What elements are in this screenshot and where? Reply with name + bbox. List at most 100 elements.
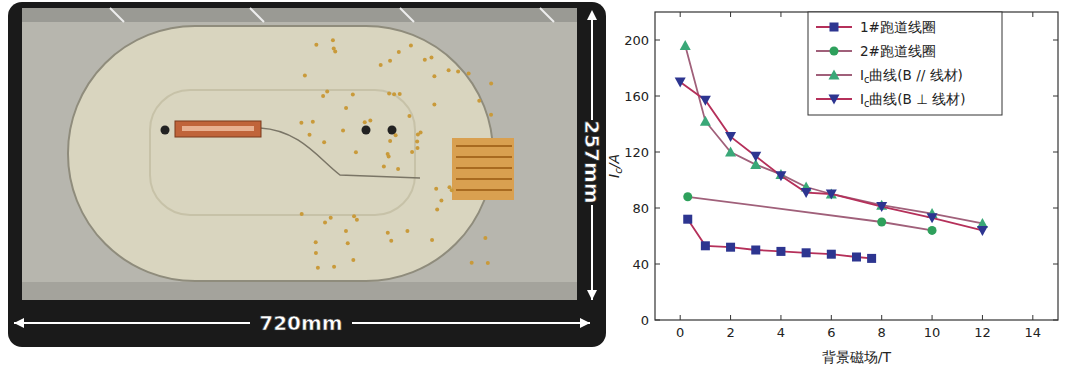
photo-plate [22, 8, 577, 300]
data-point [675, 78, 686, 88]
glue-dot [389, 239, 393, 243]
glue-dot [303, 74, 307, 78]
glue-dot [321, 94, 325, 98]
glue-dot [435, 208, 439, 212]
x-tick-label: 0 [676, 325, 684, 340]
data-point [877, 218, 886, 227]
y-tick [1053, 264, 1058, 265]
glue-dot [299, 121, 303, 125]
glue-dot [392, 92, 396, 96]
glue-dot [419, 130, 423, 134]
x-tick [881, 315, 882, 320]
x-tick [831, 315, 832, 320]
legend-label: Ic曲线(B // 线材) [860, 67, 963, 85]
glue-dot [405, 229, 409, 233]
glue-dot [429, 56, 433, 60]
bolt [250, 8, 264, 22]
x-tick [680, 12, 681, 17]
hole [388, 126, 397, 135]
glue-dot [470, 261, 474, 265]
glue-dot [447, 68, 451, 72]
bolt [400, 8, 414, 22]
glue-dot [382, 165, 386, 169]
data-point [726, 243, 735, 252]
connector-line [456, 178, 512, 180]
x-tick [680, 315, 681, 320]
glue-dot [332, 265, 336, 269]
x-tick-label: 4 [777, 325, 785, 340]
y-tick [655, 320, 660, 321]
glue-dot [483, 236, 487, 240]
glue-dot [351, 258, 355, 262]
glue-dot [368, 119, 372, 123]
x-tick-label: 6 [827, 325, 835, 340]
data-point [750, 152, 761, 162]
glue-dot [398, 92, 402, 96]
glue-dot [344, 229, 348, 233]
dim-line [14, 322, 250, 324]
glue-dot [323, 220, 327, 224]
x-tick [780, 315, 781, 320]
height-label: 257mm [580, 120, 604, 203]
x-tick-label: 8 [878, 325, 886, 340]
x-tick-label: 2 [726, 325, 734, 340]
data-point [751, 246, 760, 255]
legend-marker [829, 95, 840, 105]
glue-dot [397, 50, 401, 54]
series-line [688, 197, 932, 231]
glue-dot [396, 167, 400, 171]
dim-arrow [587, 290, 597, 300]
photo-plate-edge [22, 282, 577, 300]
legend-box [808, 12, 1002, 115]
data-point [928, 226, 937, 235]
y-tick-label: 200 [624, 33, 649, 48]
data-point [827, 250, 836, 259]
legend-label: Ic曲线(B ⊥ 线材) [860, 91, 965, 109]
legend-marker [830, 23, 839, 32]
glue-dot [325, 89, 329, 93]
coil-inner [150, 90, 415, 215]
connector [452, 138, 514, 200]
data-point [802, 248, 811, 257]
lead-wire [260, 128, 420, 178]
connector-line [456, 189, 512, 191]
photo: 720mm257mm [8, 2, 606, 347]
plot-frame [655, 12, 1058, 320]
glue-dot [409, 44, 413, 48]
legend-label: 2#跑道线圈 [860, 43, 936, 59]
x-tick [730, 315, 731, 320]
y-tick-label: 80 [632, 201, 649, 216]
y-tick [1053, 40, 1058, 41]
y-tick [655, 96, 660, 97]
glue-dot [447, 185, 451, 189]
x-tick-label: 14 [1025, 325, 1042, 340]
glue-dot [388, 59, 392, 63]
y-tick [1053, 320, 1058, 321]
glue-dot [379, 63, 383, 67]
data-point [700, 116, 711, 126]
x-axis-label: 背景磁场/T [822, 349, 892, 365]
x-tick [932, 315, 933, 320]
data-point [700, 96, 711, 106]
series-line [685, 46, 982, 224]
data-point [683, 192, 692, 201]
data-point [701, 241, 710, 250]
glue-dot [386, 231, 390, 235]
glue-dot [341, 129, 345, 133]
glue-dot [423, 58, 427, 62]
data-point [683, 215, 692, 224]
glue-dot [314, 240, 318, 244]
y-tick [655, 264, 660, 265]
x-tick [730, 12, 731, 17]
glue-dot [394, 133, 398, 137]
bolt [540, 8, 554, 22]
y-tick [1053, 96, 1058, 97]
glue-dot [316, 266, 320, 270]
glue-dot [456, 69, 460, 73]
dim-arrow [587, 10, 597, 20]
glue-dot [354, 150, 358, 154]
connector-line [456, 145, 512, 147]
data-point [725, 147, 736, 157]
data-point [977, 226, 988, 236]
glue-dot [439, 198, 443, 202]
